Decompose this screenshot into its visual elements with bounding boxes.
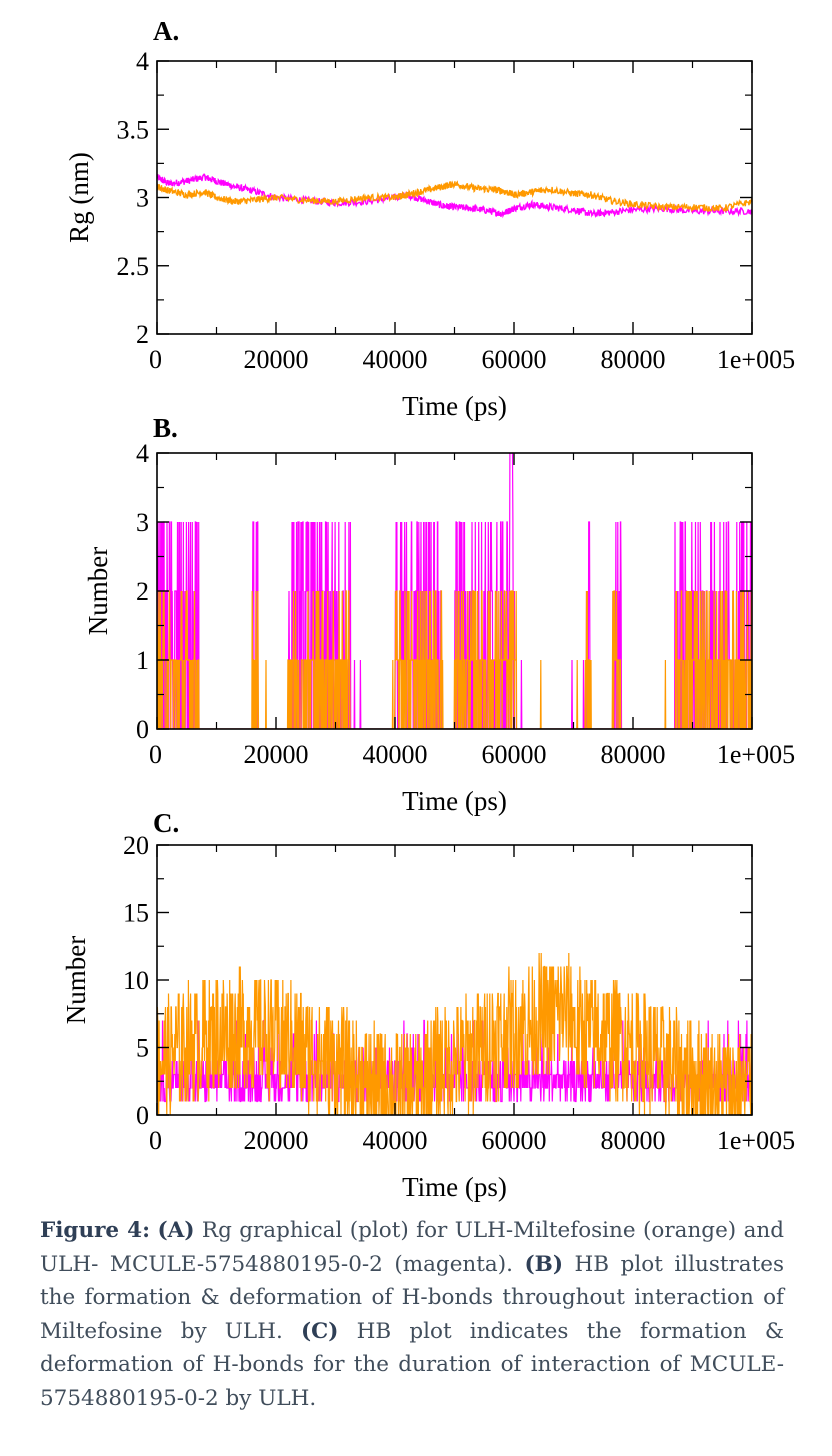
y-tick-label: 0 bbox=[136, 715, 149, 744]
x-tick-label: 80000 bbox=[601, 345, 666, 374]
x-tick-label: 1e+005 bbox=[717, 345, 795, 374]
x-tick-label: 1e+005 bbox=[717, 740, 795, 769]
y-axis-label: Rg (nm) bbox=[64, 152, 94, 243]
x-tick-label: 80000 bbox=[601, 1126, 666, 1155]
y-axis-label: Number bbox=[83, 547, 113, 635]
y-tick-label: 2 bbox=[136, 577, 149, 606]
y-axis-label: Number bbox=[61, 936, 91, 1024]
series-line-magenta bbox=[157, 453, 752, 729]
series-line-orange bbox=[157, 180, 752, 213]
x-tick-label: 40000 bbox=[363, 1126, 428, 1155]
plot-area bbox=[157, 173, 752, 219]
y-tick-label: 3.5 bbox=[117, 115, 150, 144]
x-tick-label: 0 bbox=[149, 740, 162, 769]
figure-caption: Figure 4: (A) Rg graphical (plot) for UL… bbox=[40, 1214, 784, 1415]
x-tick-label: 40000 bbox=[363, 345, 428, 374]
y-tick-label: 1 bbox=[136, 646, 149, 675]
figure-label: Figure 4: bbox=[40, 1218, 151, 1243]
panel-label: B. bbox=[153, 413, 178, 443]
y-tick-label: 20 bbox=[123, 831, 149, 860]
panel-label: A. bbox=[153, 16, 179, 46]
caption-c-label: (C) bbox=[300, 1318, 339, 1344]
y-tick-label: 4 bbox=[136, 439, 149, 468]
x-tick-label: 80000 bbox=[601, 740, 666, 769]
x-tick-label: 60000 bbox=[482, 740, 547, 769]
x-tick-label: 0 bbox=[149, 345, 162, 374]
x-tick-label: 20000 bbox=[244, 345, 309, 374]
y-tick-label: 2.5 bbox=[117, 252, 150, 281]
y-tick-label: 3 bbox=[136, 184, 149, 213]
caption-a-label: (A) bbox=[157, 1218, 195, 1243]
y-tick-label: 3 bbox=[136, 508, 149, 537]
x-tick-label: 60000 bbox=[482, 345, 547, 374]
y-tick-label: 0 bbox=[136, 1101, 149, 1130]
plot-area bbox=[157, 952, 752, 1115]
y-tick-label: 2 bbox=[136, 320, 149, 349]
series-line-orange bbox=[157, 952, 752, 1115]
plot-frame bbox=[156, 60, 753, 335]
x-tick-label: 0 bbox=[149, 1126, 162, 1155]
figure-panels: 0 20000 40000 60000 80000 1e+00522.533.54Time… bbox=[61, 16, 795, 1202]
x-axis-label: Time (ps) bbox=[402, 1172, 507, 1202]
caption-c-text: HB plot indicates the formation & deform… bbox=[40, 1318, 784, 1411]
y-tick-label: 10 bbox=[123, 966, 149, 995]
caption-b-label: (B) bbox=[524, 1251, 564, 1277]
caption-b-text: HB plot illustrates the formation & defo… bbox=[40, 1251, 784, 1344]
series-line-magenta bbox=[157, 173, 752, 219]
caption-a-text: Rg graphical (plot) for ULH-Miltefosine … bbox=[40, 1218, 785, 1277]
chart-panel-a: 0 20000 40000 60000 80000 1e+005 2 2.5 3 3.5 4 Time… bbox=[64, 16, 795, 421]
y-tick-label: 5 bbox=[136, 1034, 149, 1063]
chart-panel-b: 0 20000 40000 60000 80000 1e+005 0 1 2 3 4 Time (ps… bbox=[83, 413, 795, 816]
x-tick-label: 60000 bbox=[482, 1126, 547, 1155]
panel-label: C. bbox=[153, 808, 179, 838]
x-tick-label: 1e+005 bbox=[717, 1126, 795, 1155]
y-tick-label: 15 bbox=[123, 899, 149, 928]
x-tick-label: 20000 bbox=[244, 740, 309, 769]
x-axis-label: Time (ps) bbox=[402, 391, 507, 421]
y-tick-label: 4 bbox=[136, 47, 149, 76]
x-tick-label: 40000 bbox=[363, 740, 428, 769]
x-axis-label: Time (ps) bbox=[402, 786, 507, 816]
chart-panel-c: 0 20000 40000 60000 80000 1e+005 0 5 10 15 20 Time … bbox=[61, 808, 795, 1202]
x-tick-label: 20000 bbox=[244, 1126, 309, 1155]
plot-area bbox=[157, 453, 752, 729]
series-line-orange bbox=[157, 590, 752, 729]
